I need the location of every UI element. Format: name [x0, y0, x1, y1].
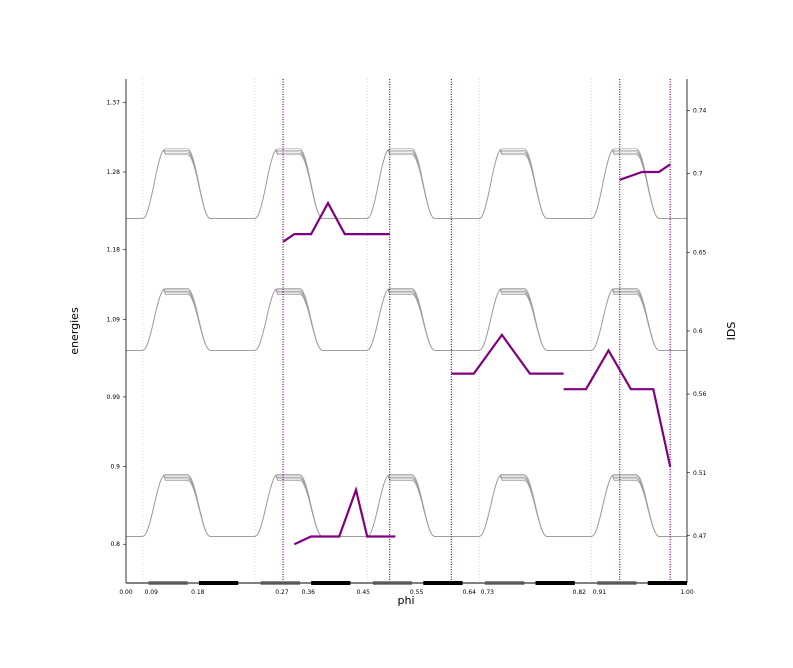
ids-curve	[563, 348, 672, 467]
band-curve	[462, 288, 575, 351]
y-tick-label: 0.9	[110, 464, 120, 471]
band-layer	[126, 79, 687, 583]
x-tick-label: 0.64	[463, 589, 477, 596]
y-tick-label: 1.37	[107, 99, 121, 106]
x-tick-label: 0.45	[357, 589, 371, 596]
x-tick-label: 1.00	[680, 589, 694, 596]
x-tick-label: 0.73	[481, 589, 495, 596]
x-tick-label: 0.27	[275, 589, 289, 596]
ids-curve	[619, 163, 671, 181]
y-tick-label: 0.8	[110, 541, 120, 548]
y-tick-label: 0.99	[107, 394, 121, 401]
x-tick-label: 0.55	[410, 589, 424, 596]
band-curve	[126, 474, 239, 537]
band-curve	[574, 474, 687, 537]
x-axis-label: phi	[397, 594, 414, 607]
y-right-tick-label: 0.7	[693, 171, 703, 178]
band-curve	[238, 149, 351, 219]
y-tick-label: 1.28	[107, 169, 121, 176]
band-curve	[126, 149, 239, 219]
y-right-axis-label: IDS	[725, 322, 738, 341]
x-tick-label: 0.18	[191, 589, 205, 596]
x-tick-label: 0.09	[145, 589, 159, 596]
band-curve	[574, 288, 687, 351]
ids-curve	[282, 200, 390, 243]
y-tick-label: 1.18	[107, 247, 121, 254]
y-right-tick-label: 0.65	[693, 249, 707, 256]
y-right-tick-label: 0.51	[693, 470, 707, 477]
ids-curve	[293, 486, 396, 546]
tick-layer: 0.8 0.9 0.99 1.09 1.18 1.28 1.37 0.47 0.51 0.56 0.…	[107, 99, 707, 596]
x-tick-label: 0.00	[119, 589, 133, 596]
band-curve	[126, 288, 239, 351]
x-tick-label: 0.82	[573, 589, 587, 596]
band-curve	[462, 474, 575, 537]
y-right-tick-label: 0.74	[693, 108, 707, 115]
ids-curve	[451, 333, 564, 375]
band-curve	[238, 288, 351, 351]
x-tick-label: 0.36	[302, 589, 316, 596]
band-curve	[462, 149, 575, 219]
band-curve	[350, 288, 463, 351]
band-curve	[574, 149, 687, 219]
ids-layer	[282, 79, 672, 583]
y-right-tick-label: 0.56	[693, 391, 707, 398]
y-right-tick-label: 0.47	[693, 533, 707, 540]
x-tick-label: 0.91	[593, 589, 607, 596]
y-right-tick-label: 0.6	[693, 328, 703, 335]
band-curve	[350, 149, 463, 219]
y-tick-label: 1.09	[107, 316, 121, 323]
y-axis-label: energies	[68, 307, 81, 355]
